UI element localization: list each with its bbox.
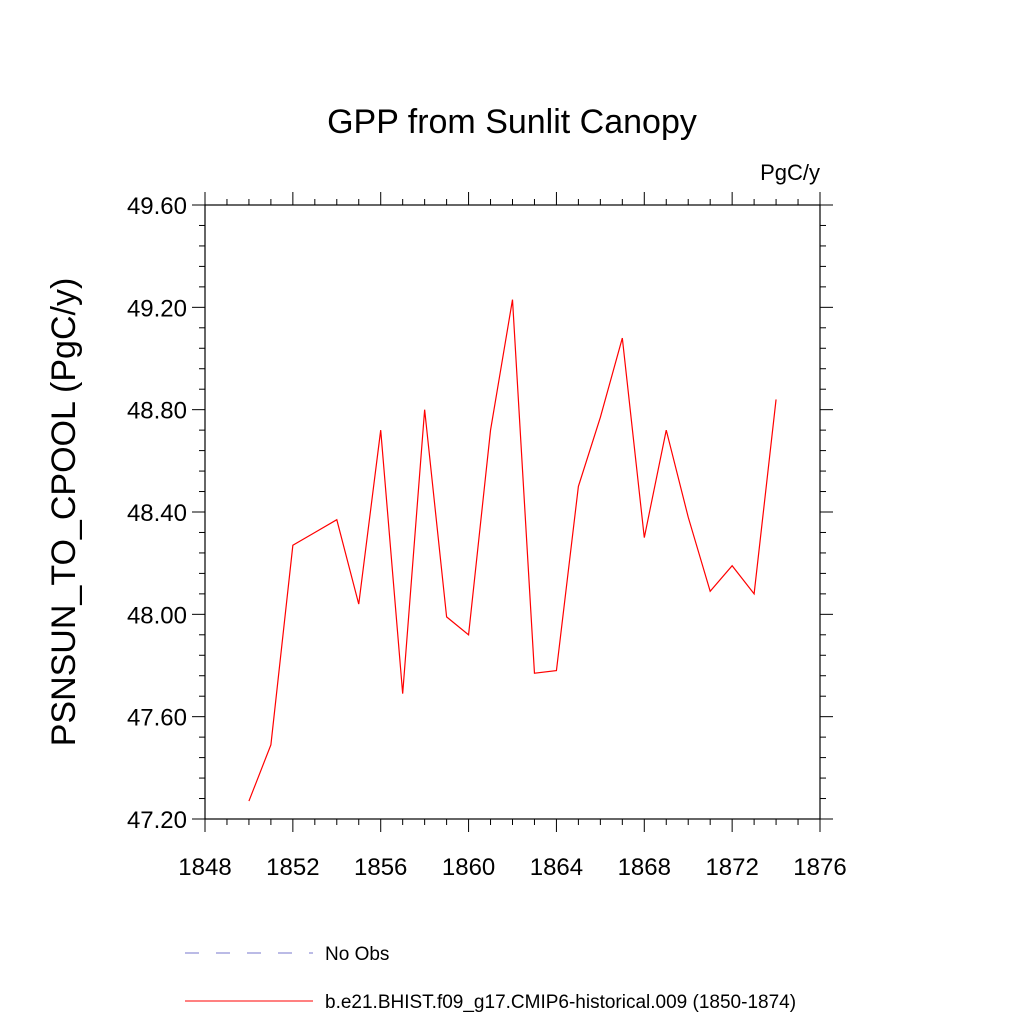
- y-tick-label: 49.60: [127, 193, 187, 220]
- y-tick-label: 47.20: [127, 807, 187, 834]
- x-tick-label: 1856: [354, 854, 407, 881]
- y-tick-label: 48.80: [127, 398, 187, 425]
- legend-label-no-obs: No Obs: [325, 944, 389, 965]
- y-axis-label: PSNSUN_TO_CPOOL (PgC/y): [45, 278, 83, 747]
- y-tick-label: 48.40: [127, 500, 187, 527]
- x-tick-label: 1864: [530, 854, 583, 881]
- x-tick-label: 1868: [618, 854, 671, 881]
- x-tick-label: 1872: [705, 854, 758, 881]
- x-tick-label: 1848: [178, 854, 231, 881]
- y-axis-tick-labels: 47.20 47.60 48.00 48.40 48.80 49.20 49.60: [127, 193, 187, 834]
- series-layer: [248, 299, 777, 802]
- y-axis-ticks: [192, 204, 833, 820]
- units-label: PgC/y: [760, 160, 820, 185]
- legend: No Obs b.e21.BHIST.f09_g17.CMIP6-histori…: [185, 944, 796, 1013]
- chart-title: GPP from Sunlit Canopy: [327, 103, 697, 141]
- series-line-0: [248, 299, 777, 802]
- y-tick-label: 48.00: [127, 602, 187, 629]
- x-axis-ticks: [204, 192, 821, 832]
- x-tick-label: 1852: [266, 854, 319, 881]
- x-tick-label: 1860: [442, 854, 495, 881]
- y-tick-label: 49.20: [127, 295, 187, 322]
- x-tick-label: 1876: [793, 854, 846, 881]
- y-tick-label: 47.60: [127, 705, 187, 732]
- x-axis-tick-labels: 1848 1852 1856 1860 1864 1868 1872 1876: [178, 854, 846, 881]
- legend-label-model: b.e21.BHIST.f09_g17.CMIP6-historical.009…: [325, 992, 796, 1013]
